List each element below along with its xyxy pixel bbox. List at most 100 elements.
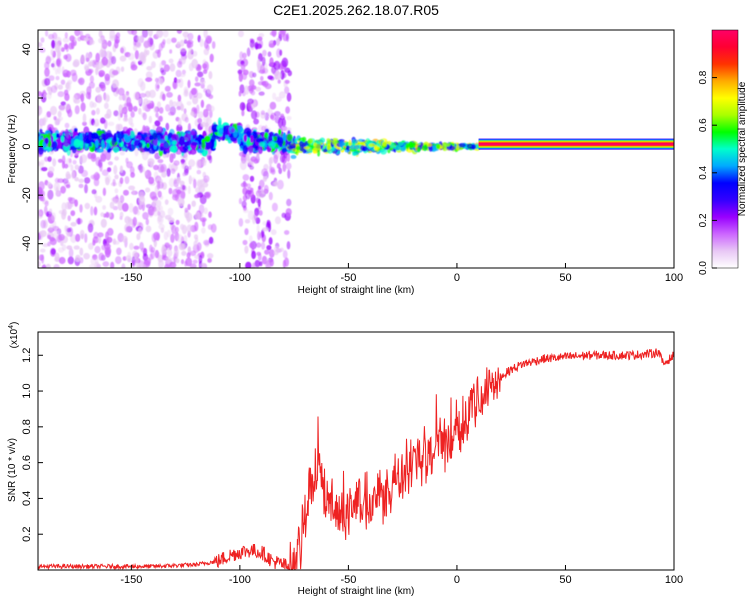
spectrogram-blob [281,125,288,132]
spectrogram-blob [258,33,265,38]
spectrogram-blob [151,61,156,69]
x-tick-label: -100 [229,272,251,284]
spectrogram-blob [153,164,159,171]
spectrogram-blob [100,133,105,140]
spectrogram-blob [176,234,183,243]
spectrogram-blob [183,108,187,114]
spectrogram-blob [155,77,159,83]
spectrogram-blob [88,81,95,89]
spectrogram-blob [183,86,189,94]
spectrogram-blob [205,140,212,149]
spectrogram-blob [111,69,119,76]
spectrogram-blob [268,140,277,149]
spectrogram-blob [254,259,261,268]
spectrogram-blob [164,135,168,142]
spectrogram-blob [409,143,416,148]
spectrogram-blob [158,223,165,230]
spectrogram-blob [175,258,180,264]
spectrogram-blob [194,254,201,260]
spectrogram-blob [44,67,50,78]
spectrogram-blob [204,192,211,199]
spectrogram-blob [357,138,364,142]
spectrogram-blob [203,175,210,183]
x-tick-label: 50 [559,574,571,586]
spectrogram-blob [200,159,208,164]
spectrogram-blob [75,254,81,262]
spectrogram-blob [203,239,210,246]
spectrogram-blob [259,261,263,267]
spectrogram-blob [157,163,165,173]
spectrogram-blob [177,94,182,102]
spectrogram-blob [274,181,278,186]
spectrogram-blob [88,242,94,250]
spectrogram-blob [200,99,205,108]
spectrogram-blob [187,32,194,41]
spectrogram-blob [286,116,292,121]
spectrogram-blob [249,235,253,243]
spectrogram-blob [176,41,181,48]
spectrogram-blob [189,263,197,268]
spectrogram-blob [164,263,170,268]
spectrogram-blob [169,261,177,268]
spectrogram-blob [253,118,259,125]
spectrogram-y-axis: -40 -20 0 20 40 [21,43,43,252]
spectrogram-blob [149,244,153,253]
spectrogram-blob [189,131,196,136]
spectrogram-y-label: Frequency (Hz) [7,115,18,184]
spectrogram-blob [57,158,63,163]
spectrogram-blob [47,189,54,200]
spectrogram-blob [66,245,72,250]
spectrogram-blob [394,145,402,151]
spectrogram-blob [105,211,110,218]
spectrogram-blob [64,122,70,129]
spectrogram-blob [273,246,280,252]
spectrogram-blob [92,122,100,127]
spectrogram-x-label: Height of straight line (km) [298,285,415,296]
spectrogram-blob [64,163,69,169]
spectrogram-blob [201,227,206,234]
spectrogram-frame [37,29,675,269]
spectrogram-blob [143,40,151,48]
spectrogram-blob [152,209,160,217]
snr-plot-area [38,348,674,570]
spectrogram-blob [44,205,48,215]
spectrogram-blob [203,108,209,118]
spectrogram-blob [42,133,50,140]
spectrogram-blob [106,130,112,138]
spectrogram-blob [85,57,90,62]
spectrogram-blob [267,51,272,57]
spectrogram-blob [80,54,86,64]
spectrogram-blob [124,216,131,224]
spectrogram-blob [48,208,53,215]
spectrogram-blob [95,195,103,203]
spectrogram-blob [185,257,193,267]
spectrogram-blob [245,261,252,268]
spectrogram-blob [44,156,49,162]
spectrogram-blob [338,140,345,148]
spectrogram-blob [64,32,68,39]
spectrogram-blob [172,101,178,107]
spectrogram-blob [44,114,48,123]
spectrogram-blob [192,259,198,264]
spectrogram-blob [186,41,194,48]
spectrogram-blob [56,133,60,138]
spectrogram-blob [287,169,291,179]
spectrogram-blob [106,236,113,243]
spectrogram-blob [282,163,287,172]
spectrogram-blob [294,138,298,144]
spectrogram-blob [119,211,124,218]
spectrogram-blob [79,229,85,239]
spectrogram-blob [161,245,167,256]
spectrogram-blob [194,221,199,232]
spectrogram-blob [89,264,96,268]
spectrogram-blob [159,78,164,85]
spectrogram-blob [382,141,387,147]
spectrogram-blob [286,198,292,207]
spectrogram-blob [249,79,255,87]
spectrogram-blob [70,69,77,77]
spectrogram-blob [162,30,169,38]
spectrogram-blob [84,202,91,210]
spectrogram-blob [459,143,466,148]
y-tick-label: 0.2 [21,527,33,542]
spectrogram-blob [162,93,166,101]
